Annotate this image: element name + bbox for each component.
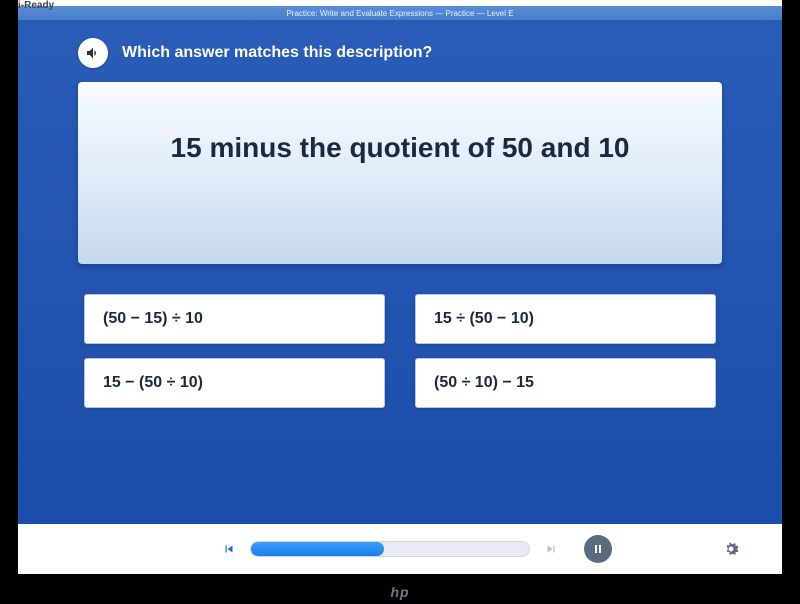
prev-button[interactable] <box>220 540 238 558</box>
gear-icon <box>721 539 741 559</box>
progress-fill <box>251 542 384 556</box>
main-content: Which answer matches this description? 1… <box>18 20 782 524</box>
answer-option-2[interactable]: 15 ÷ (50 − 10) <box>415 294 716 344</box>
pause-icon <box>592 543 604 555</box>
expression-card: 15 minus the quotient of 50 and 10 <box>78 82 722 264</box>
breadcrumb-text: Practice: Write and Evaluate Expressions… <box>286 9 513 18</box>
question-prompt: Which answer matches this description? <box>122 44 432 62</box>
bottom-bar <box>18 524 782 574</box>
answer-grid: (50 − 15) ÷ 10 15 ÷ (50 − 10) 15 − (50 ÷… <box>78 294 722 408</box>
expression-text: 15 minus the quotient of 50 and 10 <box>108 132 692 164</box>
settings-button[interactable] <box>720 538 742 560</box>
answer-option-1[interactable]: (50 − 15) ÷ 10 <box>84 294 385 344</box>
skip-forward-icon <box>544 542 558 556</box>
top-bar: i-Ready <box>18 0 782 6</box>
breadcrumb-bar: Practice: Write and Evaluate Expressions… <box>18 6 782 20</box>
answer-option-4[interactable]: (50 ÷ 10) − 15 <box>415 358 716 408</box>
skip-back-icon <box>222 542 236 556</box>
answer-option-3[interactable]: 15 − (50 ÷ 10) <box>84 358 385 408</box>
audio-button[interactable] <box>78 38 108 68</box>
question-header: Which answer matches this description? <box>78 38 722 68</box>
app-screen: i-Ready Practice: Write and Evaluate Exp… <box>18 0 782 574</box>
pause-button[interactable] <box>584 535 612 563</box>
next-button[interactable] <box>542 540 560 558</box>
speaker-icon <box>85 45 101 61</box>
progress-bar[interactable] <box>250 541 530 557</box>
brand-logo: i-Ready <box>18 0 54 11</box>
laptop-brand: hp <box>390 584 409 600</box>
